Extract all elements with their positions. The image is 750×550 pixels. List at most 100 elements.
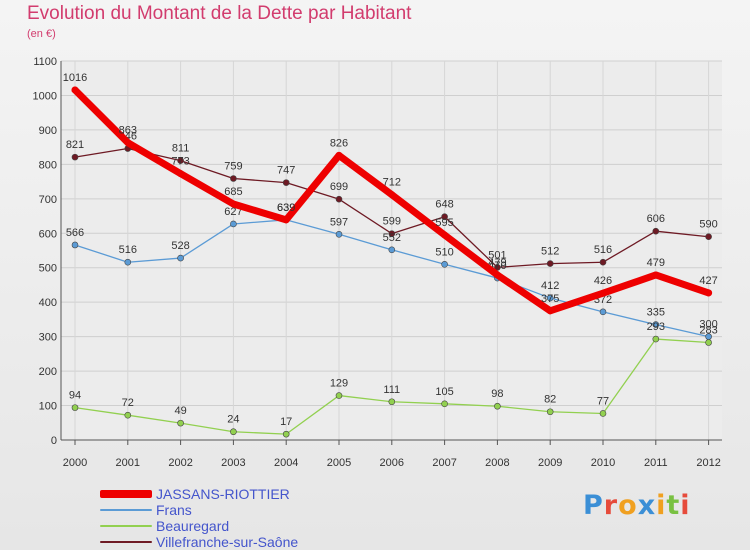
data-point bbox=[441, 400, 448, 408]
data-point bbox=[335, 151, 343, 159]
data-label: 528 bbox=[171, 240, 189, 252]
legend-item-beauregard: Beauregard bbox=[100, 518, 340, 534]
x-tick-label: 2002 bbox=[168, 457, 192, 469]
data-label: 94 bbox=[69, 390, 81, 402]
legend-swatch bbox=[100, 509, 152, 511]
data-label: 72 bbox=[122, 397, 134, 409]
data-point bbox=[71, 404, 79, 411]
y-tick-label: 1100 bbox=[33, 56, 57, 68]
data-point bbox=[335, 195, 343, 203]
data-point bbox=[599, 258, 607, 266]
data-label: 863 bbox=[119, 125, 137, 137]
legend-swatch bbox=[100, 525, 152, 527]
data-label: 516 bbox=[119, 244, 137, 256]
data-label: 597 bbox=[330, 216, 348, 228]
data-label: 606 bbox=[647, 213, 665, 225]
data-label: 759 bbox=[224, 160, 242, 172]
data-label: 512 bbox=[541, 246, 559, 258]
data-label: 595 bbox=[435, 217, 453, 229]
data-point bbox=[71, 241, 79, 249]
y-tick-label: 500 bbox=[39, 263, 57, 275]
x-tick-label: 2004 bbox=[274, 457, 298, 469]
data-point bbox=[652, 227, 660, 235]
data-label: 427 bbox=[699, 275, 717, 287]
x-tick-label: 2008 bbox=[485, 457, 509, 469]
data-point bbox=[71, 86, 79, 94]
x-tick-label: 2006 bbox=[380, 457, 404, 469]
y-tick-label: 100 bbox=[39, 401, 57, 413]
data-point bbox=[599, 410, 607, 417]
data-point bbox=[388, 191, 396, 199]
data-point bbox=[441, 231, 449, 239]
data-point bbox=[388, 246, 396, 254]
data-label: 501 bbox=[488, 249, 506, 261]
data-label: 699 bbox=[330, 181, 348, 193]
legend-label: JASSANS-RIOTTIER bbox=[156, 486, 290, 502]
data-point bbox=[282, 430, 290, 438]
y-tick-label: 600 bbox=[39, 228, 57, 240]
y-tick-label: 300 bbox=[39, 332, 57, 344]
legend: JASSANS-RIOTTIER Frans Beauregard Villef… bbox=[100, 486, 340, 550]
data-label: 479 bbox=[488, 257, 506, 269]
data-point bbox=[652, 321, 660, 328]
logo-letter: P bbox=[583, 490, 604, 521]
data-point bbox=[124, 411, 132, 419]
x-tick-label: 2012 bbox=[696, 457, 720, 469]
data-label: 552 bbox=[383, 232, 401, 244]
legend-item-villefranche: Villefranche-sur-Saône bbox=[100, 534, 340, 550]
data-label: 516 bbox=[594, 244, 612, 256]
data-point bbox=[546, 260, 554, 267]
data-point bbox=[546, 294, 554, 302]
legend-swatch bbox=[100, 541, 152, 543]
data-label: 129 bbox=[330, 378, 348, 390]
data-label: 566 bbox=[66, 227, 84, 239]
data-point bbox=[388, 230, 396, 237]
data-label: 24 bbox=[227, 414, 239, 426]
chart-unit: (en €) bbox=[27, 28, 56, 40]
data-label: 82 bbox=[544, 394, 556, 406]
data-label: 747 bbox=[277, 165, 295, 177]
data-point bbox=[705, 339, 712, 346]
data-point bbox=[124, 258, 132, 266]
x-tick-label: 2011 bbox=[644, 457, 668, 469]
y-tick-label: 1000 bbox=[33, 90, 57, 102]
data-point bbox=[229, 200, 237, 208]
proxiti-logo: Proxiti bbox=[583, 490, 691, 521]
data-point bbox=[335, 231, 343, 238]
y-tick-label: 700 bbox=[39, 194, 57, 206]
data-label: 773 bbox=[171, 156, 189, 168]
chart-title: Evolution du Montant de la Dette par Hab… bbox=[27, 3, 412, 24]
logo-letter: o bbox=[618, 490, 638, 521]
data-label: 826 bbox=[330, 137, 348, 149]
data-label: 293 bbox=[647, 321, 665, 333]
data-label: 426 bbox=[594, 275, 612, 287]
data-point bbox=[441, 213, 448, 221]
x-tick-label: 2001 bbox=[116, 457, 140, 469]
data-label: 98 bbox=[491, 388, 503, 400]
logo-letter: i bbox=[680, 490, 691, 521]
data-label: 1016 bbox=[63, 72, 87, 84]
data-label: 479 bbox=[647, 257, 665, 269]
data-point bbox=[230, 220, 237, 228]
x-tick-label: 2007 bbox=[432, 457, 456, 469]
x-tick-label: 2009 bbox=[538, 457, 562, 469]
legend-label: Frans bbox=[156, 502, 192, 518]
data-label: 77 bbox=[597, 395, 609, 407]
data-label: 590 bbox=[699, 219, 717, 231]
data-point bbox=[177, 254, 184, 262]
logo-letter: x bbox=[637, 490, 657, 521]
data-point bbox=[546, 307, 554, 315]
legend-label: Beauregard bbox=[156, 518, 230, 534]
data-label: 375 bbox=[541, 293, 559, 305]
data-point bbox=[335, 392, 343, 399]
data-point bbox=[652, 271, 660, 279]
data-label: 821 bbox=[66, 139, 84, 151]
data-point bbox=[282, 216, 290, 224]
logo-letter: r bbox=[603, 490, 619, 521]
data-label: 105 bbox=[435, 386, 453, 398]
data-label: 17 bbox=[280, 416, 292, 428]
data-point bbox=[705, 233, 712, 241]
x-tick-label: 2000 bbox=[63, 457, 87, 469]
